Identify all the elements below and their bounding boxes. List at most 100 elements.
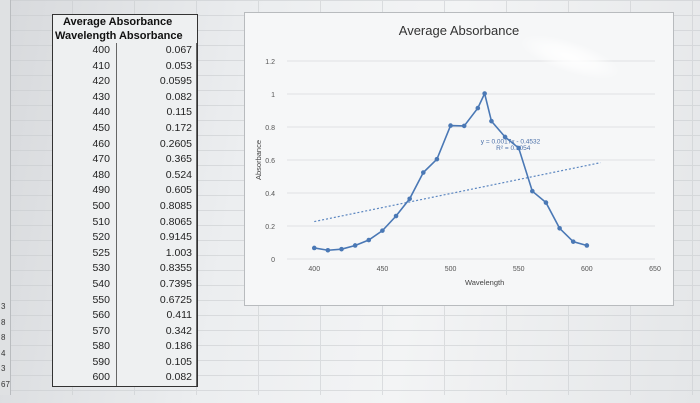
data-point (448, 123, 453, 128)
table-row[interactable]: 400 0.067 (53, 43, 197, 59)
table-row[interactable]: 520 0.9145 (53, 230, 197, 246)
cell-wavelength[interactable]: 530 (53, 261, 117, 277)
data-point (352, 243, 358, 248)
table-row[interactable]: 590 0.105 (53, 354, 197, 371)
table-header-row: Wavelength Absorbance (53, 29, 197, 43)
cell-absorbance[interactable]: 0.172 (117, 120, 197, 137)
y-tick-label: 0.6 (265, 158, 275, 165)
table-row[interactable]: 420 0.0595 (53, 74, 197, 90)
cell-absorbance[interactable]: 0.342 (117, 323, 197, 340)
x-tick-label: 400 (308, 266, 320, 273)
cell-absorbance[interactable]: 1.003 (117, 245, 197, 262)
cell-wavelength[interactable]: 525 (53, 245, 117, 262)
x-tick-label: 550 (513, 266, 525, 273)
cell-wavelength[interactable]: 500 (53, 198, 117, 215)
cell-absorbance[interactable]: 0.411 (117, 308, 197, 324)
data-point (311, 245, 317, 251)
cell-absorbance[interactable]: 0.365 (117, 152, 197, 168)
cell-wavelength[interactable]: 540 (53, 276, 117, 293)
data-point (434, 156, 440, 162)
cell-wavelength[interactable]: 580 (53, 339, 117, 355)
cell-wavelength[interactable]: 550 (53, 292, 117, 309)
data-point (489, 118, 494, 124)
cell-absorbance[interactable]: 0.0595 (117, 74, 197, 90)
cell-wavelength[interactable]: 600 (53, 370, 117, 387)
y-tick-label: 1 (271, 92, 275, 99)
cell-wavelength[interactable]: 430 (53, 89, 117, 106)
table-row[interactable]: 600 0.082 (53, 370, 197, 387)
table-row[interactable]: 470 0.365 (53, 152, 197, 168)
table-row[interactable]: 510 0.8065 (53, 214, 197, 231)
absorbance-data-table[interactable]: Average Absorbance Wavelength Absorbance… (52, 14, 198, 388)
data-point (543, 200, 549, 205)
cell-wavelength[interactable]: 480 (53, 167, 117, 184)
cell-wavelength[interactable]: 410 (53, 58, 117, 75)
series-line (314, 91, 588, 252)
data-point (557, 226, 562, 231)
cell-absorbance[interactable]: 0.105 (117, 354, 197, 371)
table-row[interactable]: 525 1.003 (53, 245, 197, 262)
data-point (461, 123, 467, 129)
cell-wavelength[interactable]: 440 (53, 105, 117, 121)
cell-wavelength[interactable]: 510 (53, 214, 117, 231)
row-header-column[interactable]: 3 8 8 4 3 67 (0, 0, 11, 395)
cell-wavelength[interactable]: 570 (53, 323, 117, 340)
table-row[interactable]: 430 0.082 (53, 89, 197, 106)
cell-absorbance[interactable]: 0.2605 (117, 136, 197, 153)
cell-absorbance[interactable]: 0.067 (117, 43, 197, 59)
cell-absorbance[interactable]: 0.8065 (117, 214, 197, 231)
table-row[interactable]: 580 0.186 (53, 339, 197, 355)
x-tick-label: 600 (581, 266, 593, 273)
cell-absorbance[interactable]: 0.082 (117, 89, 197, 106)
data-point (393, 213, 399, 219)
x-tick-label: 450 (377, 266, 389, 273)
cell-absorbance[interactable]: 0.053 (117, 58, 197, 75)
cell-absorbance[interactable]: 0.605 (117, 183, 197, 199)
row-header-fragment: 4 (1, 349, 6, 358)
cell-wavelength[interactable]: 460 (53, 136, 117, 153)
cell-absorbance[interactable]: 0.7395 (117, 276, 197, 293)
cell-absorbance[interactable]: 0.8085 (117, 198, 197, 215)
header-absorbance: Absorbance (118, 30, 183, 42)
table-row[interactable]: 410 0.053 (53, 58, 197, 75)
data-point (475, 105, 481, 111)
table-row[interactable]: 480 0.524 (53, 167, 197, 184)
cell-absorbance[interactable]: 0.115 (117, 105, 197, 121)
table-row[interactable]: 540 0.7395 (53, 276, 197, 293)
cell-wavelength[interactable]: 420 (53, 74, 117, 90)
cell-wavelength[interactable]: 560 (53, 308, 117, 324)
table-title: Average Absorbance (63, 16, 173, 28)
table-row[interactable]: 460 0.2605 (53, 136, 197, 153)
y-tick-label: 0 (271, 257, 275, 264)
cell-wavelength[interactable]: 470 (53, 152, 117, 168)
table-row[interactable]: 560 0.411 (53, 308, 197, 324)
table-row[interactable]: 450 0.172 (53, 120, 197, 137)
cell-wavelength[interactable]: 450 (53, 120, 117, 137)
cell-absorbance[interactable]: 0.082 (117, 370, 197, 387)
table-row[interactable]: 550 0.6725 (53, 292, 197, 309)
y-tick-label: 0.8 (265, 125, 275, 132)
cell-absorbance[interactable]: 0.8355 (117, 261, 197, 277)
data-point (407, 196, 412, 202)
cell-absorbance[interactable]: 0.9145 (117, 230, 197, 246)
table-row[interactable]: 570 0.342 (53, 323, 197, 340)
table-row[interactable]: 500 0.8085 (53, 198, 197, 215)
table-row[interactable]: 490 0.605 (53, 183, 197, 199)
cell-wavelength[interactable]: 520 (53, 230, 117, 246)
cell-wavelength[interactable]: 590 (53, 354, 117, 371)
table-row[interactable]: 530 0.8355 (53, 261, 197, 277)
chart-title: Average Absorbance (398, 23, 520, 38)
data-point (584, 243, 590, 248)
table-row[interactable]: 440 0.115 (53, 105, 197, 121)
cell-absorbance[interactable]: 0.6725 (117, 292, 197, 309)
trendline-r-squared: R² = 0.1054 (496, 145, 531, 152)
cell-absorbance[interactable]: 0.524 (117, 167, 197, 184)
cell-wavelength[interactable]: 400 (53, 43, 117, 59)
trendline (314, 162, 601, 223)
data-point (339, 246, 344, 252)
cell-wavelength[interactable]: 490 (53, 183, 117, 199)
cell-absorbance[interactable]: 0.186 (117, 339, 197, 355)
y-tick-label: 0.2 (265, 224, 275, 231)
data-point (570, 239, 576, 244)
